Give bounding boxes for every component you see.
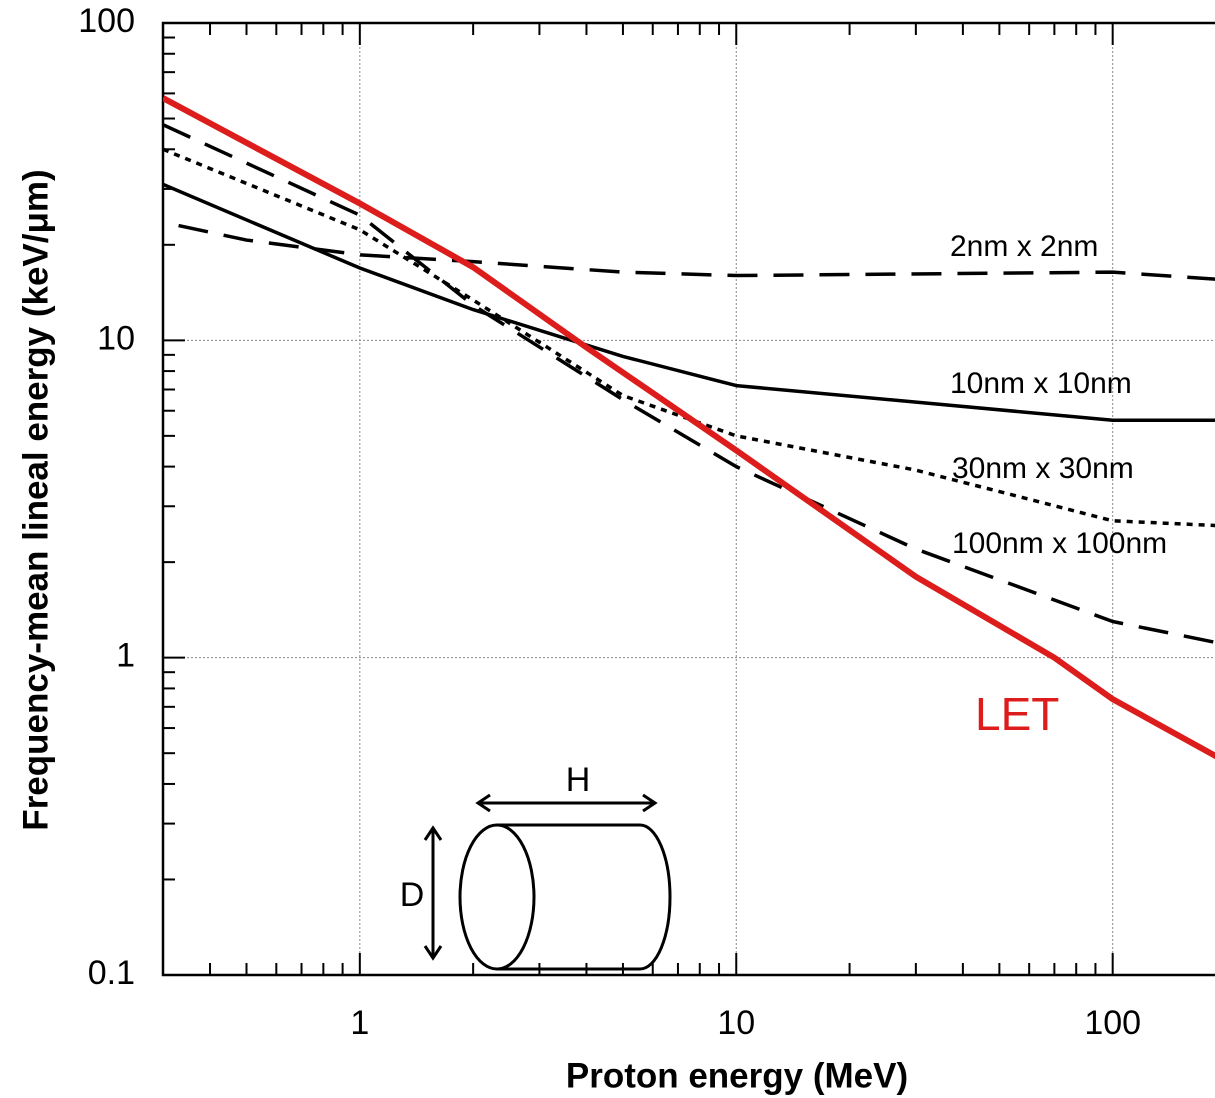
y-axis-label: Frequency-mean lineal energy (keV/μm) xyxy=(16,169,55,830)
d-arrow xyxy=(423,825,443,961)
y-tick-label: 0.1 xyxy=(88,954,135,992)
series-line xyxy=(163,123,1215,645)
diagram-label: H xyxy=(566,761,591,799)
x-tick-label: 1 xyxy=(350,1004,369,1042)
series-line xyxy=(163,182,1215,422)
cylinder-edge xyxy=(639,823,672,971)
diagram-label: D xyxy=(400,876,425,914)
series-line xyxy=(163,147,1215,528)
series-label: 10nm x 10nm xyxy=(950,367,1132,400)
axes-frame xyxy=(161,21,1215,977)
series-label: 2nm x 2nm xyxy=(950,230,1098,263)
x-tick-label: 10 xyxy=(717,1004,755,1042)
series-line xyxy=(163,95,1215,760)
x-axis-label: Proton energy (MeV) xyxy=(566,1056,908,1095)
series-label: LET xyxy=(975,688,1059,740)
plot-area xyxy=(163,95,1215,760)
y-tick-label: 1 xyxy=(116,637,135,675)
x-tick-label: 100 xyxy=(1084,1004,1141,1042)
cylinder-diagram xyxy=(423,793,672,971)
y-tick-label: 100 xyxy=(78,2,135,40)
series-label: 30nm x 30nm xyxy=(952,452,1134,485)
series-label: 100nm x 100nm xyxy=(952,527,1167,560)
y-tick-label: 10 xyxy=(97,319,135,357)
h-arrow xyxy=(475,793,658,813)
series-line xyxy=(178,223,1215,281)
cylinder-face xyxy=(458,823,536,971)
